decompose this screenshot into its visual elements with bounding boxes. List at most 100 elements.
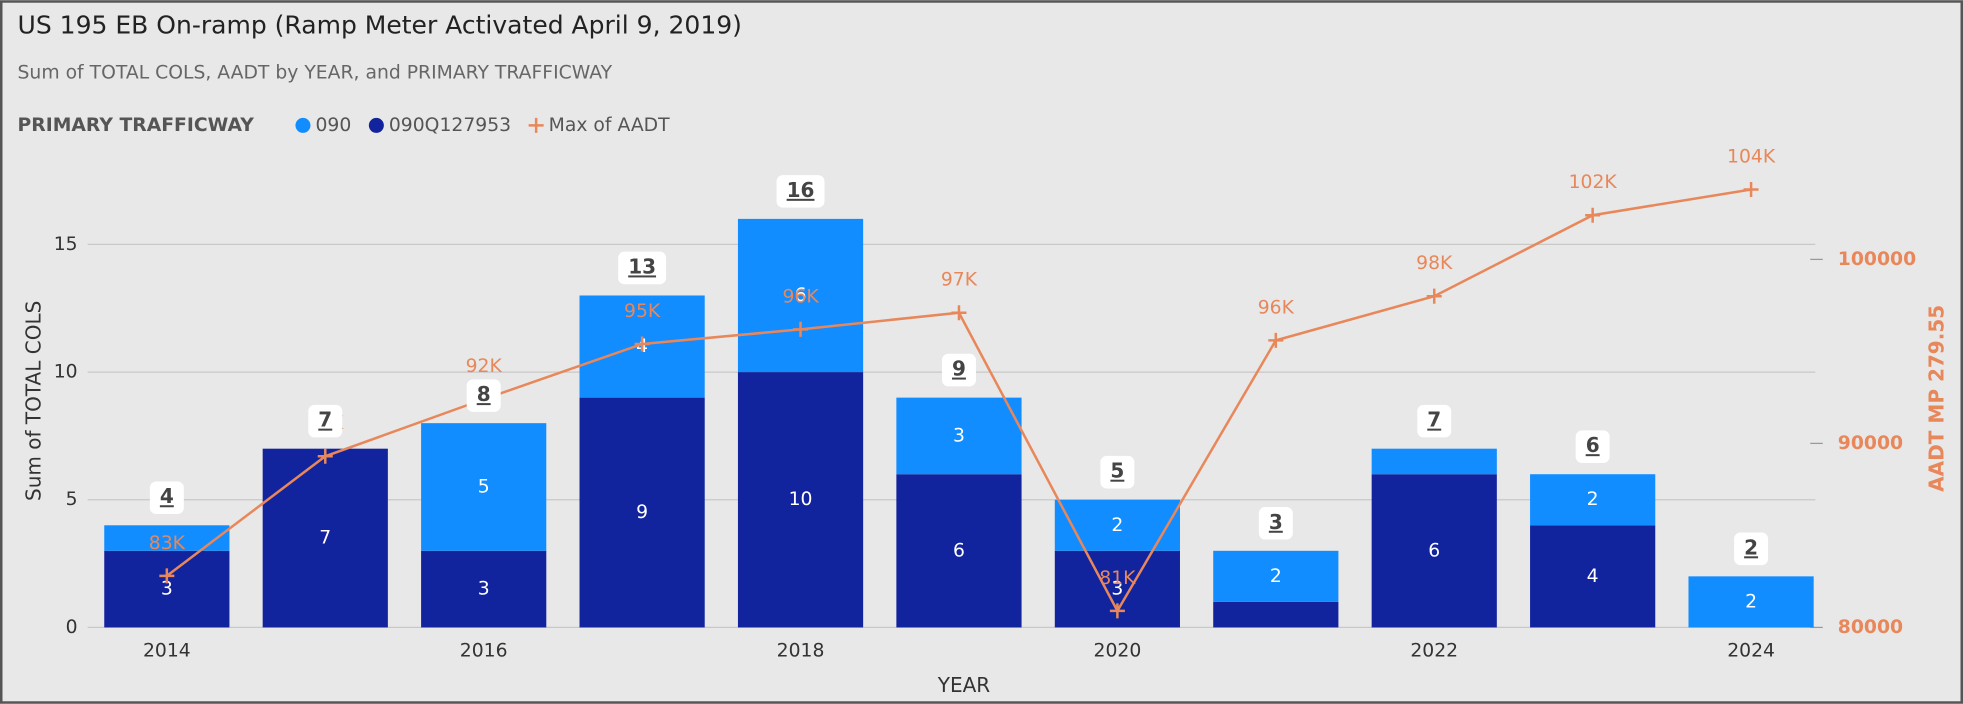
total-box	[1734, 532, 1769, 566]
line-label: 83K	[149, 533, 186, 554]
total-label: 8	[477, 382, 491, 406]
bar-segment	[737, 218, 864, 373]
bar-segment	[1054, 499, 1180, 551]
segment-label: 2	[1111, 515, 1123, 536]
line-marker	[634, 336, 650, 352]
legend-title: PRIMARY TRAFFICWAY	[18, 115, 255, 136]
y-tick-label: 0	[66, 617, 78, 638]
legend-label: 090	[315, 115, 351, 136]
legend-label: 090Q127953	[389, 115, 511, 136]
x-tick-label: 2024	[1727, 641, 1775, 662]
line-label: 97K	[941, 270, 978, 291]
line-marker	[317, 448, 333, 464]
segment-label: 6	[795, 285, 807, 306]
line-label: 92K	[466, 356, 503, 377]
line-label: 104K	[1727, 146, 1776, 167]
x-tick-label: 2022	[1410, 641, 1458, 662]
line-marker	[1109, 603, 1125, 619]
segment-label: 4	[1587, 566, 1599, 587]
y-tick-label: 10	[54, 362, 78, 383]
total-label: 7	[318, 408, 332, 432]
total-box	[308, 404, 343, 438]
y2-axis-title: AADT MP 279.55	[1924, 305, 1948, 492]
line-marker	[1268, 332, 1284, 348]
total-label: 5	[1110, 459, 1124, 483]
segment-label: 5	[478, 476, 490, 497]
total-box	[941, 353, 976, 387]
segment-label: 6	[953, 540, 965, 561]
total-box	[1575, 430, 1610, 463]
segment-label: 3	[161, 579, 173, 600]
legend-label: Max of AADT	[549, 115, 670, 136]
total-box	[1100, 455, 1135, 489]
segment-label: 2	[1745, 591, 1757, 612]
total-label: 16	[787, 178, 815, 202]
total-label: 2	[1744, 535, 1758, 559]
bar-segment	[1371, 474, 1497, 628]
bar-segment	[896, 474, 1022, 628]
total-label: 3	[1269, 510, 1283, 534]
line-marker	[1426, 288, 1442, 304]
line-marker	[1585, 207, 1601, 223]
segment-label: 2	[1270, 566, 1282, 587]
total-label: 4	[160, 484, 174, 508]
total-box	[776, 175, 825, 208]
line-label: 98K	[1416, 253, 1453, 274]
line-marker	[1743, 181, 1759, 197]
legend-marker	[368, 117, 384, 133]
total-box	[618, 251, 667, 285]
total-box	[1258, 507, 1293, 540]
bar-segment	[262, 448, 388, 628]
line-marker	[793, 321, 809, 337]
bar-segment	[1213, 601, 1339, 628]
bar-segment	[104, 525, 230, 551]
bar-segment	[421, 423, 547, 551]
line-marker	[159, 568, 175, 584]
y-axis-title: Sum of TOTAL COLS	[22, 301, 46, 501]
y2-tick-label: 80000	[1838, 617, 1903, 638]
bar-segment	[104, 550, 230, 628]
bar-segment	[579, 397, 705, 628]
segment-label: 9	[636, 502, 648, 523]
segment-label: 2	[1587, 489, 1599, 510]
total-box	[1417, 404, 1452, 438]
line-label: 95K	[624, 301, 661, 322]
total-label: 13	[628, 254, 656, 278]
legend-marker	[295, 117, 311, 133]
line-label: 96K	[1258, 297, 1295, 318]
segment-label: 3	[478, 579, 490, 600]
y-tick-label: 5	[66, 489, 78, 510]
line-marker	[951, 305, 967, 321]
bar-segment	[896, 397, 1022, 475]
x-tick-label: 2020	[1094, 641, 1142, 662]
bar-segment	[1530, 474, 1656, 526]
total-label: 7	[1427, 408, 1441, 432]
segment-label: 3	[953, 425, 965, 446]
legend-marker	[528, 117, 544, 133]
x-tick-label: 2016	[460, 641, 508, 662]
total-label: 9	[952, 357, 966, 381]
x-tick-label: 2014	[143, 641, 191, 662]
segment-label: 6	[1428, 540, 1440, 561]
y-tick-label: 15	[54, 234, 78, 255]
chart-title: US 195 EB On-ramp (Ramp Meter Activated …	[18, 11, 742, 40]
bar-segment	[421, 550, 547, 628]
total-box	[149, 481, 184, 515]
bar-segment	[1371, 448, 1497, 475]
bar-segment	[1530, 525, 1656, 628]
segment-label: 10	[789, 489, 813, 510]
y2-tick-label: 100000	[1838, 249, 1916, 270]
bar-segment	[737, 372, 864, 628]
segment-label: 3	[1111, 579, 1123, 600]
line-label: 81K	[1099, 568, 1136, 589]
total-label: 6	[1586, 433, 1600, 457]
x-tick-label: 2018	[777, 641, 825, 662]
line-label: 102K	[1569, 172, 1618, 193]
bar-segment	[1213, 550, 1339, 602]
line-label: 96K	[782, 286, 819, 307]
segment-label: 7	[319, 528, 331, 549]
total-box	[466, 379, 501, 412]
bar-segment	[1688, 576, 1814, 628]
